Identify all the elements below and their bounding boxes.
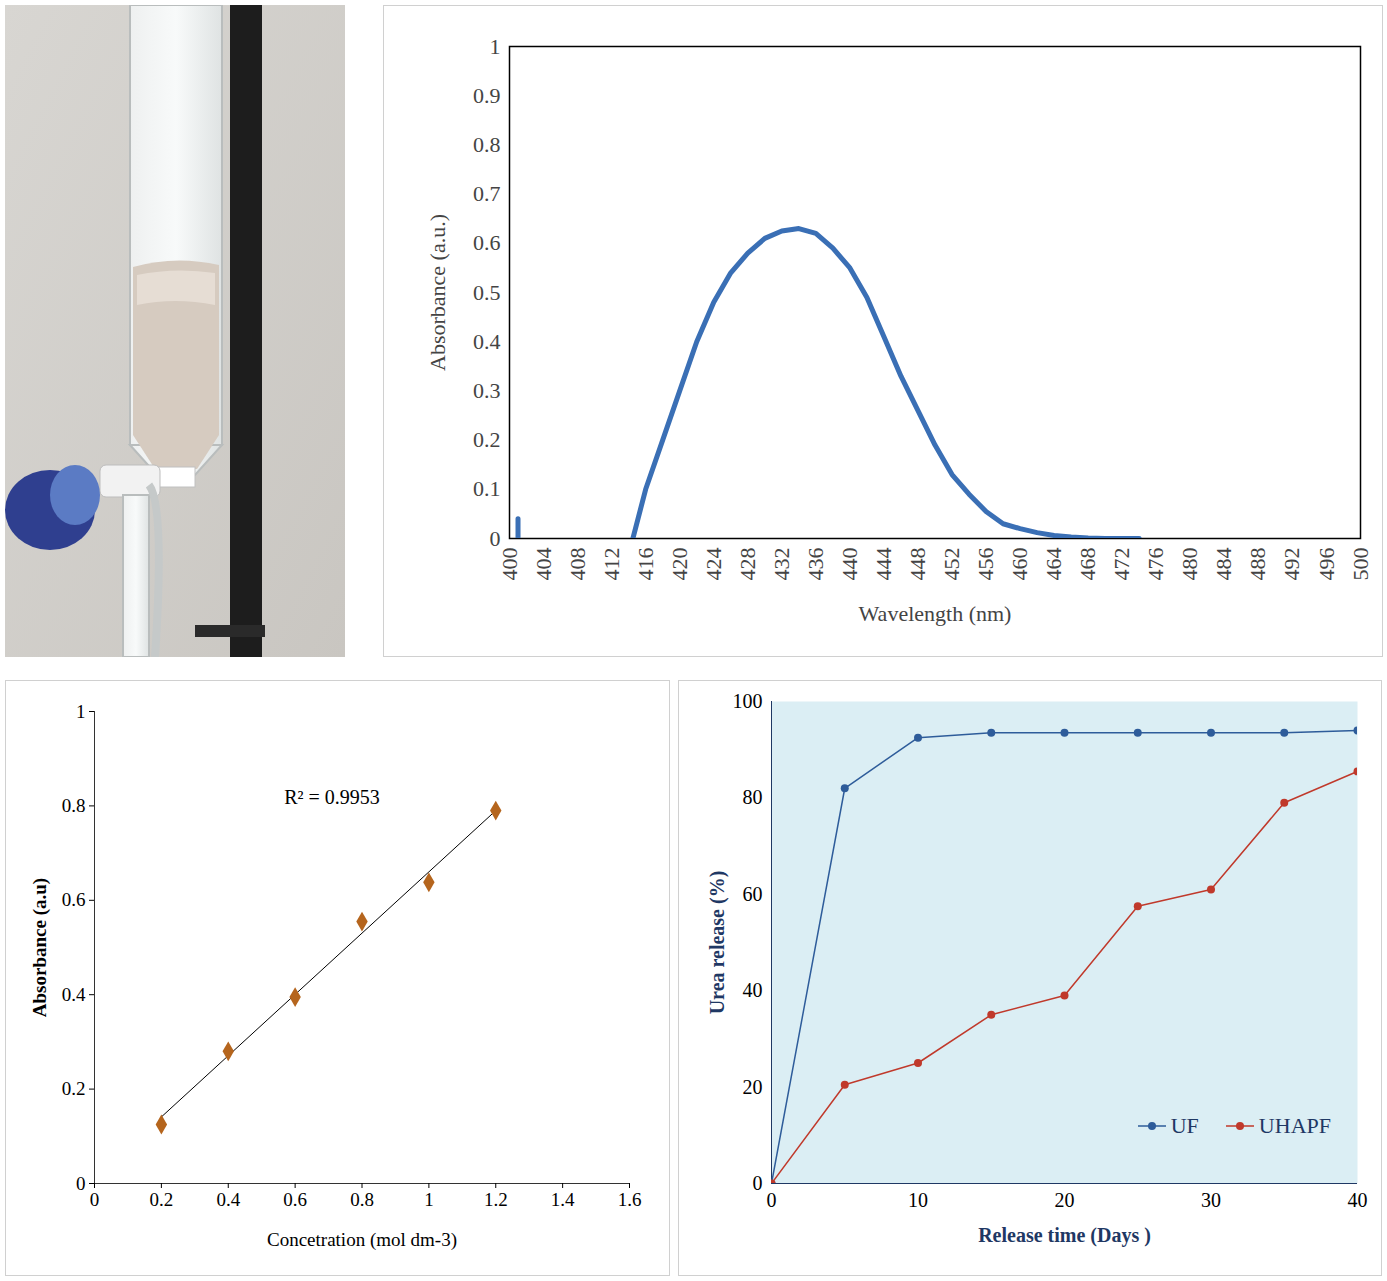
svg-text:1.2: 1.2 [484,1189,508,1210]
svg-text:480: 480 [1177,548,1202,581]
svg-text:10: 10 [908,1189,928,1211]
svg-text:0.4: 0.4 [473,329,501,354]
svg-text:444: 444 [871,548,896,581]
svg-text:0: 0 [753,1172,763,1194]
svg-text:20: 20 [1055,1189,1075,1211]
svg-text:456: 456 [973,548,998,581]
svg-text:0.2: 0.2 [473,427,501,452]
svg-text:40: 40 [743,979,763,1001]
svg-text:0.4: 0.4 [62,984,86,1005]
svg-text:400: 400 [497,548,522,581]
svg-text:1.4: 1.4 [551,1189,575,1210]
svg-text:464: 464 [1041,548,1066,581]
svg-text:0.6: 0.6 [283,1189,307,1210]
svg-text:Release time (Days ): Release time (Days ) [978,1224,1151,1247]
svg-text:452: 452 [939,548,964,581]
svg-text:0.5: 0.5 [473,280,501,305]
svg-text:1.6: 1.6 [618,1189,642,1210]
svg-text:436: 436 [803,548,828,581]
svg-text:1: 1 [76,701,86,722]
svg-text:100: 100 [733,690,763,712]
svg-text:468: 468 [1075,548,1100,581]
svg-text:60: 60 [743,883,763,905]
svg-text:0.9: 0.9 [473,83,501,108]
svg-text:80: 80 [743,786,763,808]
svg-text:0.6: 0.6 [62,889,86,910]
svg-text:460: 460 [1007,548,1032,581]
svg-text:484: 484 [1211,548,1236,581]
svg-text:Absorbance (a.u): Absorbance (a.u) [29,878,51,1017]
svg-text:0.6: 0.6 [473,230,501,255]
svg-text:428: 428 [735,548,760,581]
svg-text:496: 496 [1314,548,1339,581]
svg-text:30: 30 [1201,1189,1221,1211]
svg-text:448: 448 [905,548,930,581]
svg-text:420: 420 [667,548,692,581]
svg-text:476: 476 [1143,548,1168,581]
svg-text:0.2: 0.2 [62,1078,86,1099]
svg-text:0.4: 0.4 [216,1189,240,1210]
svg-text:416: 416 [633,548,658,581]
svg-text:0.8: 0.8 [62,795,86,816]
svg-text:0.1: 0.1 [473,476,501,501]
svg-text:0.3: 0.3 [473,378,501,403]
svg-text:R² = 0.9953: R² = 0.9953 [284,786,380,808]
svg-text:472: 472 [1109,548,1134,581]
svg-text:0.8: 0.8 [473,132,501,157]
svg-text:408: 408 [565,548,590,581]
svg-text:488: 488 [1245,548,1270,581]
svg-text:40: 40 [1348,1189,1368,1211]
svg-text:Absorbance (a.u.): Absorbance (a.u.) [425,214,450,371]
svg-text:424: 424 [701,548,726,581]
svg-text:20: 20 [743,1076,763,1098]
svg-text:0.7: 0.7 [473,181,501,206]
svg-text:404: 404 [531,548,556,581]
svg-text:440: 440 [837,548,862,581]
svg-text:0.8: 0.8 [350,1189,374,1210]
svg-text:1: 1 [490,34,501,59]
svg-text:Concetration (mol dm-3): Concetration (mol dm-3) [267,1229,457,1251]
html-text:UHAPF: UHAPF [1258,1113,1331,1138]
svg-text:432: 432 [769,548,794,581]
svg-text:Urea release (%): Urea release (%) [706,871,729,1015]
svg-text:0: 0 [767,1189,777,1211]
svg-text:492: 492 [1279,548,1304,581]
svg-text:Wavelength (nm): Wavelength (nm) [859,601,1012,626]
svg-text:1: 1 [424,1189,434,1210]
svg-text:0.2: 0.2 [150,1189,174,1210]
svg-text:0: 0 [76,1173,86,1194]
svg-text:500: 500 [1348,548,1373,581]
svg-text:412: 412 [599,548,624,581]
svg-text:0: 0 [490,526,501,551]
html-text:UF: UF [1170,1113,1199,1138]
svg-text:0: 0 [90,1189,100,1210]
